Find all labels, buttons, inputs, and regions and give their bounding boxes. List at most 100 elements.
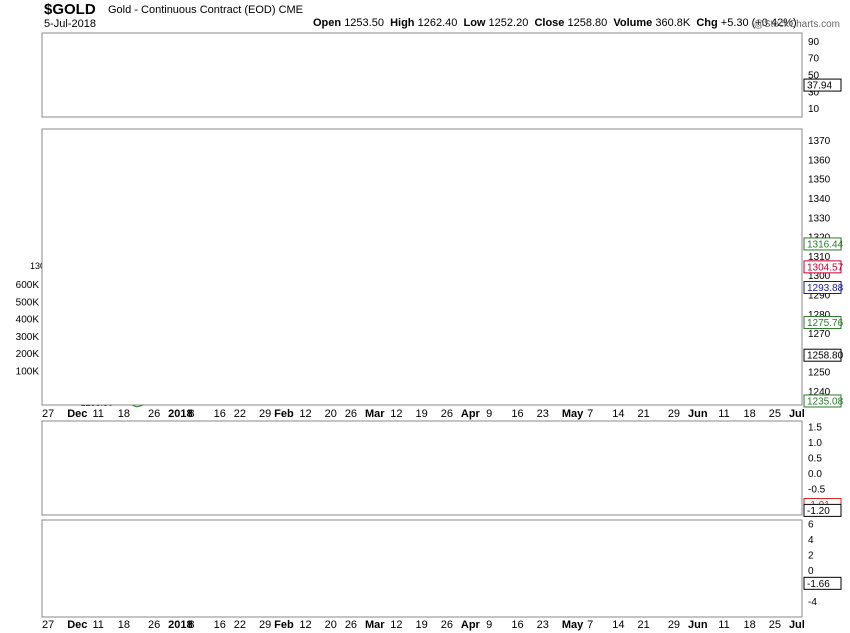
price-xtick-label: 7 bbox=[587, 408, 593, 420]
roc-frame bbox=[41, 519, 803, 618]
rsi-frame bbox=[41, 32, 803, 118]
rsi-last-value: 37.94 bbox=[807, 81, 832, 92]
rsi-last-value-box bbox=[803, 78, 842, 92]
pmo-tick-label: 0.0 bbox=[808, 469, 822, 480]
price-xtick-label: 2018 bbox=[168, 408, 192, 420]
roc-xtick-label: 9 bbox=[486, 619, 492, 631]
roc-xtick-label: 18 bbox=[118, 619, 130, 631]
price-right-tag-box bbox=[803, 394, 842, 408]
pmo-right-tag-box bbox=[803, 503, 842, 517]
price-tick-label: 1280 bbox=[808, 310, 831, 321]
price-xtick-label: 12 bbox=[299, 408, 311, 420]
quote-stats: Open 1253.50 High 1262.40 Low 1252.20 Cl… bbox=[313, 17, 797, 29]
price-right-tag: 1235.08 bbox=[807, 396, 844, 407]
roc-xtick-label: 14 bbox=[612, 619, 624, 631]
price-right-tag-box bbox=[803, 280, 842, 294]
price-xtick-label: Dec bbox=[67, 408, 87, 420]
rsi-tick-label: 30 bbox=[808, 87, 820, 98]
roc-xtick-label: 18 bbox=[744, 619, 756, 631]
price-right-tag: 1293.88 bbox=[807, 283, 844, 294]
roc-xtick-label: 26 bbox=[345, 619, 357, 631]
price-tick-label: 1370 bbox=[808, 136, 831, 147]
price-tick-label: 1250 bbox=[808, 368, 831, 379]
price-frame bbox=[41, 128, 803, 406]
roc-tick-label: 4 bbox=[808, 535, 814, 546]
roc-xtick-label: 16 bbox=[214, 619, 226, 631]
roc-xtick-label: 16 bbox=[511, 619, 523, 631]
pmo-right-tag: -1.20 bbox=[807, 506, 830, 517]
roc-xtick-label: 26 bbox=[148, 619, 160, 631]
volume-tick-label: 200K bbox=[16, 349, 40, 360]
roc-xtick-label: 21 bbox=[638, 619, 650, 631]
rsi-tick-label: 70 bbox=[808, 54, 820, 65]
roc-xtick-label: 12 bbox=[390, 619, 402, 631]
price-xtick-label: 29 bbox=[259, 408, 271, 420]
price-xtick-label: 21 bbox=[638, 408, 650, 420]
price-xtick-label: 11 bbox=[92, 408, 103, 420]
price-xtick-label: 22 bbox=[234, 408, 246, 420]
roc-xtick-label: 27 bbox=[42, 619, 54, 631]
rsi-tick-label: 50 bbox=[808, 71, 820, 82]
roc-xtick-label: 29 bbox=[259, 619, 271, 631]
rsi-tick-label: 90 bbox=[808, 37, 820, 48]
price-xtick-label: Jul bbox=[789, 408, 805, 420]
price-right-tag-box bbox=[803, 348, 842, 362]
roc-xtick-label: Dec bbox=[67, 619, 87, 631]
price-right-tag-box bbox=[803, 237, 842, 251]
price-tick-label: 1330 bbox=[808, 213, 831, 224]
roc-xtick-label: 12 bbox=[299, 619, 311, 631]
roc-xtick-label: Feb bbox=[274, 619, 294, 631]
price-xtick-label: 20 bbox=[325, 408, 337, 420]
price-tick-label: 1350 bbox=[808, 175, 831, 186]
price-xtick-label: 12 bbox=[390, 408, 402, 420]
volume-tick-label: 500K bbox=[16, 297, 40, 308]
symbol-title: $GOLD bbox=[44, 1, 96, 18]
price-xtick-label: 16 bbox=[214, 408, 226, 420]
roc-xtick-label: 25 bbox=[769, 619, 781, 631]
roc-xtick-label: Jun bbox=[688, 619, 708, 631]
price-right-tag-box bbox=[803, 260, 842, 274]
chart-date: 5-Jul-2018 bbox=[44, 18, 96, 30]
roc-xtick-label: 11 bbox=[92, 619, 103, 631]
price-tick-label: 1290 bbox=[808, 290, 831, 301]
price-tick-label: 1270 bbox=[808, 329, 831, 340]
price-xtick-label: 9 bbox=[486, 408, 492, 420]
price-right-tag-box bbox=[803, 315, 842, 329]
price-xtick-label: Apr bbox=[461, 408, 481, 420]
price-xtick-label: 18 bbox=[744, 408, 756, 420]
price-xtick-label: 26 bbox=[345, 408, 357, 420]
roc-right-tag-box bbox=[803, 576, 842, 590]
stockcharts-watermark: @StockCharts.com bbox=[753, 19, 840, 30]
price-xtick-label: Mar bbox=[365, 408, 385, 420]
price-tick-label: 1300 bbox=[808, 271, 831, 282]
price-right-tag: 1304.57 bbox=[807, 262, 844, 273]
roc-xtick-label: 2018 bbox=[168, 619, 192, 631]
symbol-description: Gold - Continuous Contract (EOD) CME bbox=[108, 4, 304, 16]
roc-tick-label: 2 bbox=[808, 550, 814, 561]
volume-tick-label: 100K bbox=[16, 366, 40, 377]
price-xtick-label: 19 bbox=[415, 408, 427, 420]
roc-xtick-label: Jul bbox=[789, 619, 805, 631]
price-tick-label: 1340 bbox=[808, 194, 831, 205]
roc-tick-label: 6 bbox=[808, 519, 814, 530]
price-tick-label: 1360 bbox=[808, 155, 831, 166]
price-xtick-label: 27 bbox=[42, 408, 54, 420]
roc-tick-label: -4 bbox=[808, 597, 817, 608]
roc-tick-label: 0 bbox=[808, 566, 814, 577]
price-xtick-label: 26 bbox=[148, 408, 160, 420]
pmo-tick-label: 0.5 bbox=[808, 453, 822, 464]
roc-xtick-label: 26 bbox=[441, 619, 453, 631]
pmo-frame bbox=[41, 420, 803, 516]
price-tick-label: 1240 bbox=[808, 387, 831, 398]
price-xtick-label: 18 bbox=[118, 408, 130, 420]
price-xtick-label: 14 bbox=[612, 408, 624, 420]
roc-xtick-label: 23 bbox=[537, 619, 549, 631]
price-xtick-label: 29 bbox=[668, 408, 680, 420]
roc-xtick-label: May bbox=[562, 619, 584, 631]
roc-xtick-label: 22 bbox=[234, 619, 246, 631]
price-xtick-label: 23 bbox=[537, 408, 549, 420]
volume-tick-label: 300K bbox=[16, 332, 40, 343]
price-xtick-label: 11 bbox=[718, 408, 729, 420]
